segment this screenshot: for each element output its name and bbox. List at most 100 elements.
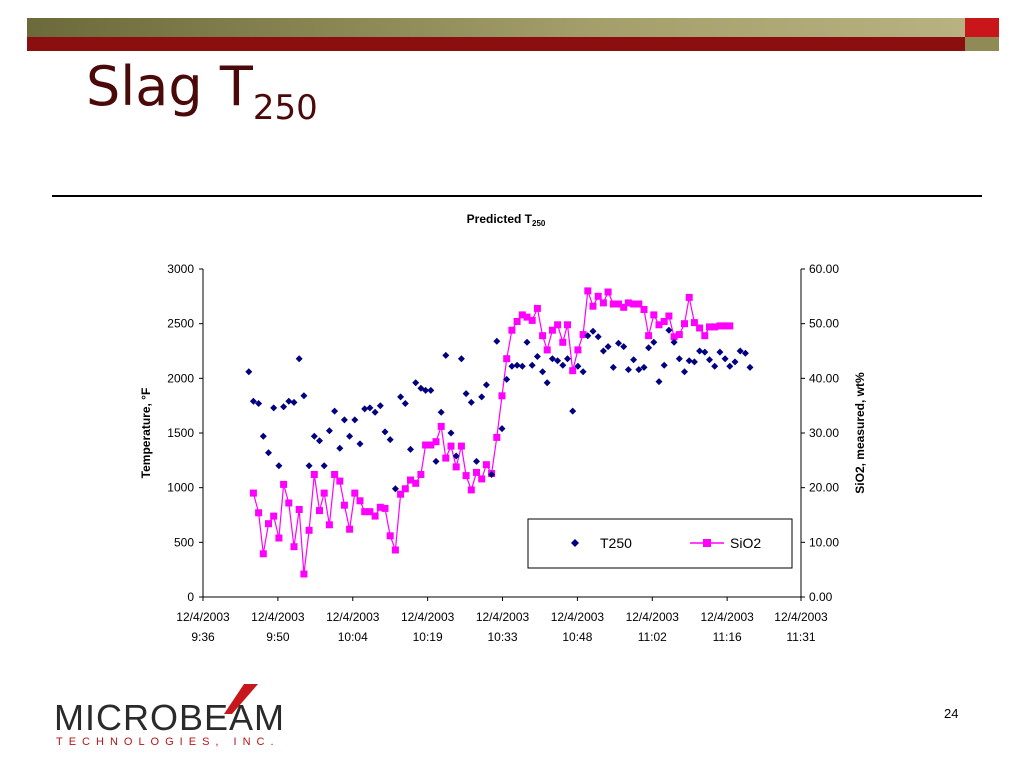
sio2-point xyxy=(665,312,673,320)
t250-point xyxy=(645,344,653,352)
t250-point xyxy=(569,407,577,415)
t250-point xyxy=(295,355,303,363)
t250-point xyxy=(452,452,460,460)
sio2-point xyxy=(437,422,445,430)
sio2-point xyxy=(513,318,521,325)
t250-point xyxy=(391,485,399,493)
chart-title-main: Predicted T xyxy=(467,212,533,226)
t250-point xyxy=(539,368,547,376)
t250-point xyxy=(721,355,729,363)
header-bar-red xyxy=(27,37,965,51)
chart-title-subscript: 250 xyxy=(532,219,546,228)
t250-point xyxy=(574,362,582,370)
t250-point xyxy=(498,425,506,433)
sio2-point xyxy=(711,323,719,331)
sio2-point xyxy=(508,326,516,334)
sio2-point xyxy=(290,543,298,551)
t250-point xyxy=(427,386,435,394)
sio2-point xyxy=(493,433,501,441)
sio2-point xyxy=(539,332,547,340)
t250-point xyxy=(467,398,475,406)
t250-point xyxy=(711,362,719,370)
t250-point xyxy=(589,327,597,335)
sio2-point xyxy=(579,331,587,339)
t250-point xyxy=(554,357,562,365)
t250-point xyxy=(701,348,709,356)
sio2-point xyxy=(569,367,577,375)
sio2-point xyxy=(599,299,607,307)
y-tick-label: 2000 xyxy=(167,371,194,385)
slide-title: Slag T250 xyxy=(86,60,318,126)
t250-point xyxy=(401,400,409,407)
sio2-point xyxy=(427,441,435,449)
sio2-point xyxy=(482,461,490,469)
y-tick-label: 1500 xyxy=(167,426,194,440)
legend-sio2-label: SiO2 xyxy=(730,535,761,551)
t250-point xyxy=(746,363,754,371)
sio2-point xyxy=(336,477,344,485)
sio2-point xyxy=(543,346,551,354)
sio2-point xyxy=(331,471,339,478)
t250-point xyxy=(442,351,450,359)
series-sio2 xyxy=(249,287,734,578)
t250-point xyxy=(270,404,278,412)
x-tick-label-date: 12/4/2003 xyxy=(700,610,754,624)
sio2-point xyxy=(624,299,632,307)
t250-point xyxy=(285,397,293,405)
t250-point xyxy=(609,363,617,371)
t250-point xyxy=(640,363,648,371)
t250-point xyxy=(412,379,420,387)
sio2-point xyxy=(604,288,612,296)
sio2-point xyxy=(386,532,394,540)
sio2-point xyxy=(280,480,288,488)
t250-point xyxy=(655,378,663,386)
y-axis-label: Temperature, °F xyxy=(139,388,153,479)
t250-point xyxy=(675,355,683,363)
header-bar-olive xyxy=(27,18,965,37)
sio2-point xyxy=(265,520,272,528)
t250-point xyxy=(325,427,333,435)
t250-point xyxy=(310,432,318,440)
x-tick-label-time: 9:50 xyxy=(266,630,290,644)
t250-point xyxy=(376,402,384,410)
t250-point xyxy=(457,355,465,363)
x-tick-label-time: 10:48 xyxy=(562,630,592,644)
sio2-point xyxy=(346,525,354,533)
x-tick-label-date: 12/4/2003 xyxy=(401,610,455,624)
t250-point xyxy=(620,343,628,351)
sio2-point xyxy=(721,322,729,330)
y2-tick-label: 30.00 xyxy=(809,426,839,440)
x-tick-label-time: 11:02 xyxy=(638,630,667,644)
legend-t250-label: T250 xyxy=(600,535,632,551)
t250-point xyxy=(275,462,283,470)
sio2-point xyxy=(397,490,405,498)
t250-point xyxy=(331,407,339,415)
sio2-point xyxy=(690,319,698,327)
x-tick-label-date: 12/4/2003 xyxy=(774,610,828,624)
x-tick-label-date: 12/4/2003 xyxy=(476,610,530,624)
logo-beam-icon xyxy=(224,684,258,714)
t250-point xyxy=(488,471,496,478)
t250-point xyxy=(340,416,348,424)
t250-point xyxy=(305,462,313,470)
t250-point xyxy=(518,362,526,370)
y2-tick-label: 10.00 xyxy=(809,535,839,549)
t250-point xyxy=(462,390,470,398)
title-divider xyxy=(52,195,982,197)
sio2-point xyxy=(325,521,333,529)
sio2-point xyxy=(442,454,450,462)
sio2-point xyxy=(285,499,293,507)
sio2-point xyxy=(422,441,430,449)
t250-point xyxy=(559,361,567,369)
sio2-point xyxy=(249,489,257,497)
sio2-point xyxy=(564,321,571,329)
x-tick-label-date: 12/4/2003 xyxy=(251,610,305,624)
sio2-point xyxy=(316,507,323,515)
t250-point xyxy=(635,366,643,374)
header-corner-red xyxy=(965,18,999,37)
sio2-point xyxy=(376,503,384,511)
x-tick-label-time: 10:19 xyxy=(413,630,443,644)
sio2-point xyxy=(655,321,663,329)
t250-point xyxy=(366,404,374,412)
sio2-point xyxy=(681,320,688,328)
